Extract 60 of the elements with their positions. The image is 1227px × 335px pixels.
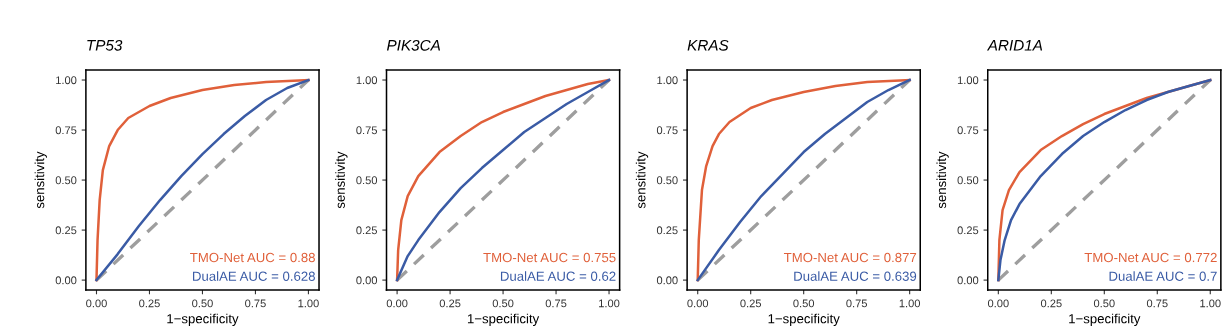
y-tick-label: 0.25 [957,226,979,235]
chart-title: PIK3CA [386,39,441,51]
x-tick-label: 1.00 [1200,299,1221,308]
x-tick-label: 0.00 [386,299,408,308]
x-tick-label: 0.25 [740,299,762,308]
annotation: DualAE AUC = 0.62 [500,271,616,281]
y-tick-label: 0.00 [356,276,378,285]
y-tick-label: 0.75 [356,126,378,135]
y-tick-label: 0.50 [656,176,678,185]
y-tick-label: 1.00 [356,76,378,85]
y-tick-label: 0.00 [656,276,678,285]
y-tick-label: 0.75 [656,126,678,135]
x-tick-label: 0.00 [687,299,709,308]
x-tick-label: 0.75 [846,299,868,308]
annotation: DualAE AUC = 0.628 [193,271,315,281]
annotation: TMO-Net AUC = 0.755 [483,252,616,263]
y-tick-label: 0.25 [55,226,77,235]
chart-title: KRAS [687,39,729,51]
y-tick-label: 0.50 [55,176,77,185]
y-axis-title: sensitivity [936,151,949,209]
annotation: TMO-Net AUC = 0.88 [190,252,315,263]
x-axis-title: 1−specificity [768,313,840,326]
y-tick-label: 0.00 [55,276,77,285]
y-axis-title: sensitivity [335,151,348,209]
annotation: TMO-Net AUC = 0.772 [1084,252,1217,263]
y-tick-label: 0.75 [55,126,77,135]
chart-title: ARID1A [986,40,1043,51]
y-tick-label: 0.50 [957,176,979,185]
y-tick-label: 0.75 [957,126,979,135]
y-tick-label: 1.00 [957,76,979,85]
x-axis-title: 1−specificity [1069,313,1141,326]
y-tick-label: 1.00 [657,76,678,85]
x-tick-label: 0.50 [1093,299,1115,308]
x-tick-label: 0.25 [139,299,160,308]
x-tick-label: 0.75 [1146,299,1168,308]
y-tick-label: 0.50 [356,176,378,185]
y-axis-title: sensitivity [635,151,649,209]
x-tick-label: 0.50 [492,299,514,308]
annotation: DualAE AUC = 0.7 [1109,271,1217,281]
x-tick-label: 0.00 [987,299,1009,308]
x-tick-label: 0.25 [439,299,461,308]
x-tick-label: 0.00 [86,299,107,308]
annotation: DualAE AUC = 0.639 [794,271,917,281]
y-tick-label: 0.25 [356,226,378,235]
x-tick-label: 0.25 [1040,299,1062,308]
y-axis-title: sensitivity [34,151,47,209]
x-axis-title: 1−specificity [467,313,540,326]
y-tick-label: 0.25 [656,226,678,235]
x-tick-label: 1.00 [298,299,319,308]
x-tick-label: 0.75 [545,299,567,308]
y-tick-label: 0.00 [957,276,979,285]
x-tick-label: 0.75 [245,299,266,308]
y-tick-label: 1.00 [56,76,77,85]
chart-title: TP53 [87,39,123,51]
annotation: TMO-Net AUC = 0.877 [783,252,917,263]
x-tick-label: 1.00 [899,299,921,308]
x-tick-label: 0.50 [793,299,815,308]
x-axis-title: 1−specificity [167,313,239,326]
x-tick-label: 0.50 [192,299,213,308]
x-tick-label: 1.00 [599,299,620,308]
